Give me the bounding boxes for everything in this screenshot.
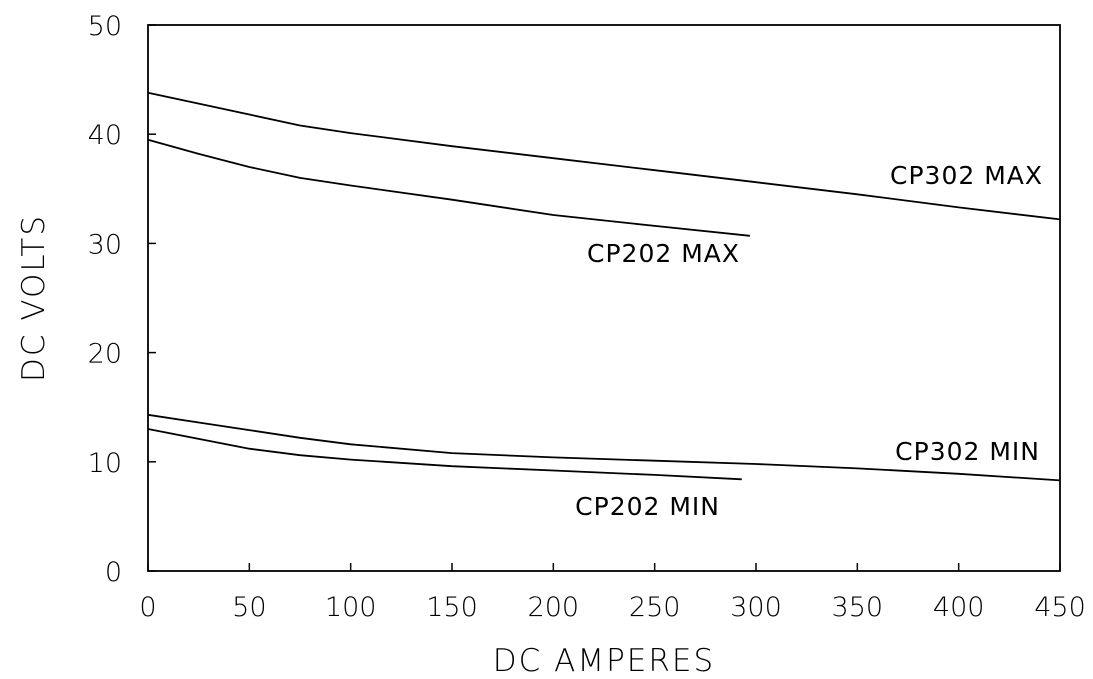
- x-tick-label: 50: [232, 592, 266, 623]
- x-tick-label: 250: [629, 592, 681, 623]
- x-tick-label: 200: [528, 592, 580, 623]
- x-tick-label: 100: [325, 592, 377, 623]
- series-lines: [147, 91, 1061, 482]
- y-tick-label: 40: [88, 120, 122, 151]
- y-tick-label: 30: [88, 229, 122, 260]
- series-label-cp202-min: CP202 MIN: [575, 492, 720, 521]
- plot-frame: [147, 24, 1061, 572]
- series-line-cp302-max: [147, 91, 1061, 221]
- axis-ticks: 0 50 100 150 200 250 300 350 400 450 0 10 20 30 40 50: [88, 11, 1086, 623]
- series-line-cp202-max: [147, 138, 750, 237]
- y-tick-label: 50: [88, 11, 122, 42]
- x-axis-title: DC AMPERES: [493, 643, 715, 679]
- x-tick-label: 300: [730, 592, 782, 623]
- x-tick-label: 0: [139, 592, 156, 623]
- x-tick-label: 350: [832, 592, 884, 623]
- series-label-cp302-max: CP302 MAX: [890, 161, 1043, 190]
- x-tick-label: 450: [1034, 592, 1086, 623]
- plot-area: [147, 24, 1061, 572]
- x-tick-label: 400: [933, 592, 985, 623]
- series-line-cp202-min: [147, 428, 742, 481]
- y-tick-label: 10: [88, 448, 122, 479]
- y-tick-label: 0: [105, 557, 122, 588]
- y-axis-title: DC VOLTS: [16, 214, 52, 382]
- x-tick-label: 150: [426, 592, 478, 623]
- series-label-cp302-min: CP302 MIN: [895, 437, 1040, 466]
- series-line-cp302-min: [147, 413, 1061, 482]
- y-tick-label: 20: [88, 339, 122, 370]
- series-label-cp202-max: CP202 MAX: [587, 239, 740, 268]
